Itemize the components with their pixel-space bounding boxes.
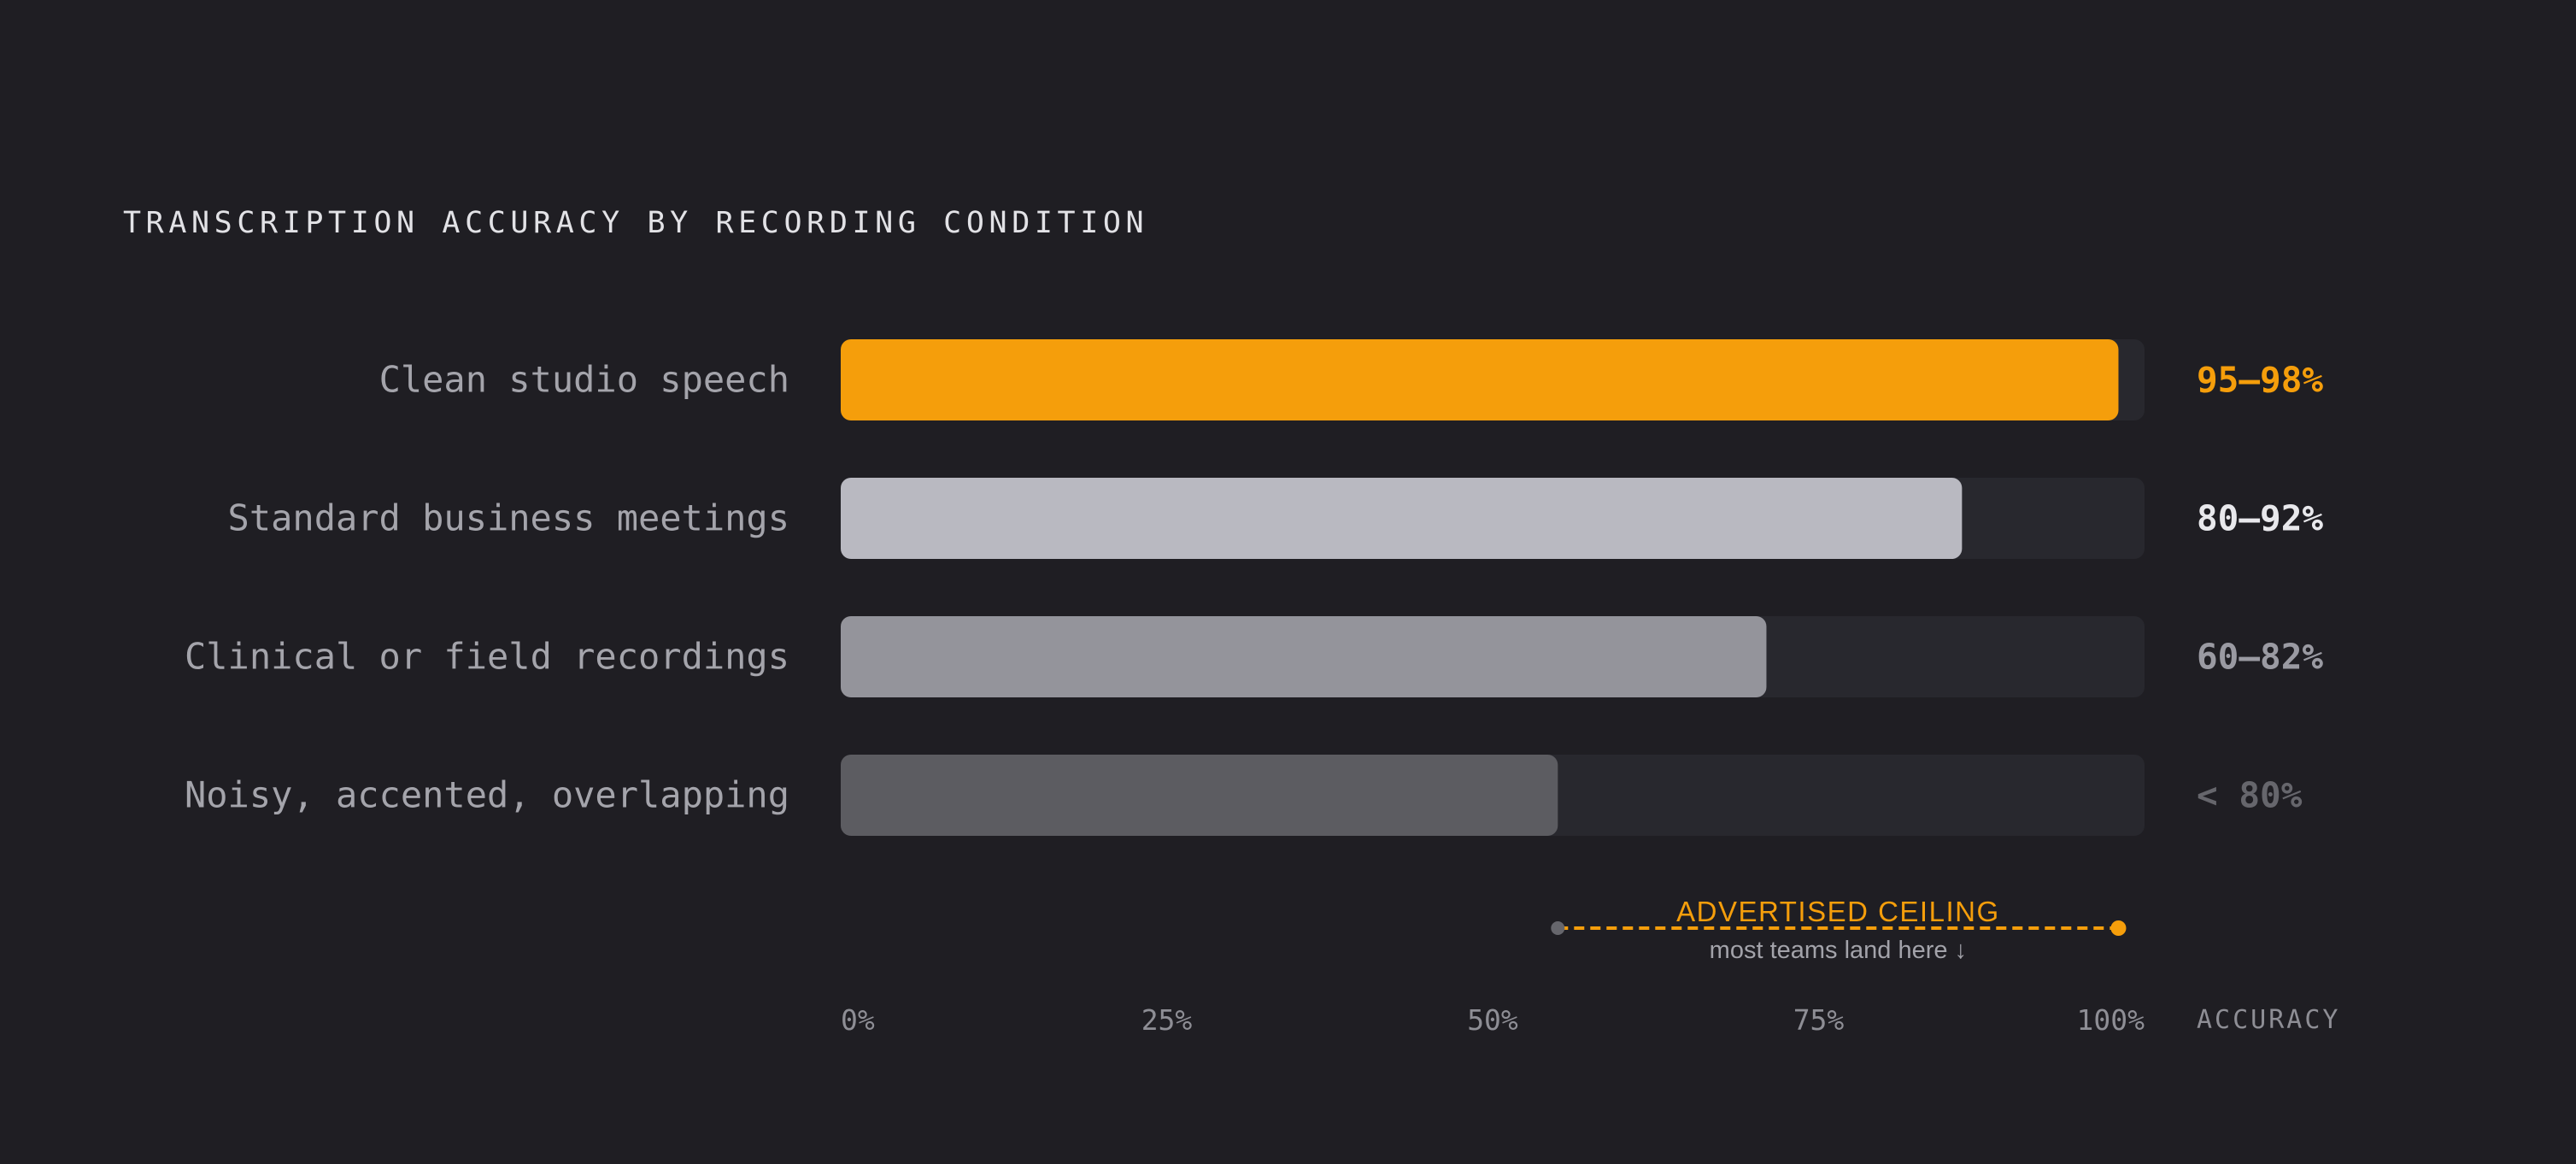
bar-rows: Clean studio speech 95–98% Standard busine…: [185, 339, 2323, 836]
category-label: Standard business meetings: [228, 497, 789, 539]
annotation-subtitle: most teams land here ↓: [1710, 937, 1967, 964]
value-label: < 80%: [2197, 775, 2303, 816]
x-tick-label: 50%: [1467, 1003, 1518, 1037]
bar-row: Noisy, accented, overlapping < 80%: [185, 755, 2303, 836]
bar: [841, 478, 1963, 559]
advertised-ceiling-annotation: ADVERTISED CEILING most teams land here …: [1551, 896, 2127, 964]
x-axis-label: ACCURACY: [2197, 1005, 2341, 1035]
value-label: 60–82%: [2197, 637, 2323, 678]
x-tick-label: 75%: [1793, 1003, 1845, 1037]
x-axis: 0% 25% 50% 75% 100%: [841, 1003, 2145, 1037]
bar: [841, 616, 1767, 697]
bar-row: Clean studio speech 95–98%: [379, 339, 2323, 420]
value-label: 80–92%: [2197, 498, 2323, 539]
x-tick-label: 25%: [1141, 1003, 1193, 1037]
category-label: Clinical or field recordings: [185, 636, 789, 678]
annotation-end-dot: [2110, 920, 2127, 936]
bar: [841, 339, 2119, 420]
category-label: Noisy, accented, overlapping: [185, 774, 789, 816]
bar: [841, 755, 1558, 836]
chart-title: TRANSCRIPTION ACCURACY BY RECORDING COND…: [123, 206, 1148, 240]
category-label: Clean studio speech: [379, 359, 789, 401]
x-tick-label: 100%: [2077, 1003, 2145, 1037]
annotation-title: ADVERTISED CEILING: [1676, 896, 1999, 927]
bar-row: Standard business meetings 80–92%: [228, 478, 2323, 559]
bar-row: Clinical or field recordings 60–82%: [185, 616, 2323, 697]
x-tick-label: 0%: [841, 1003, 875, 1037]
annotation-start-dot: [1551, 921, 1565, 935]
value-label: 95–98%: [2197, 360, 2323, 401]
